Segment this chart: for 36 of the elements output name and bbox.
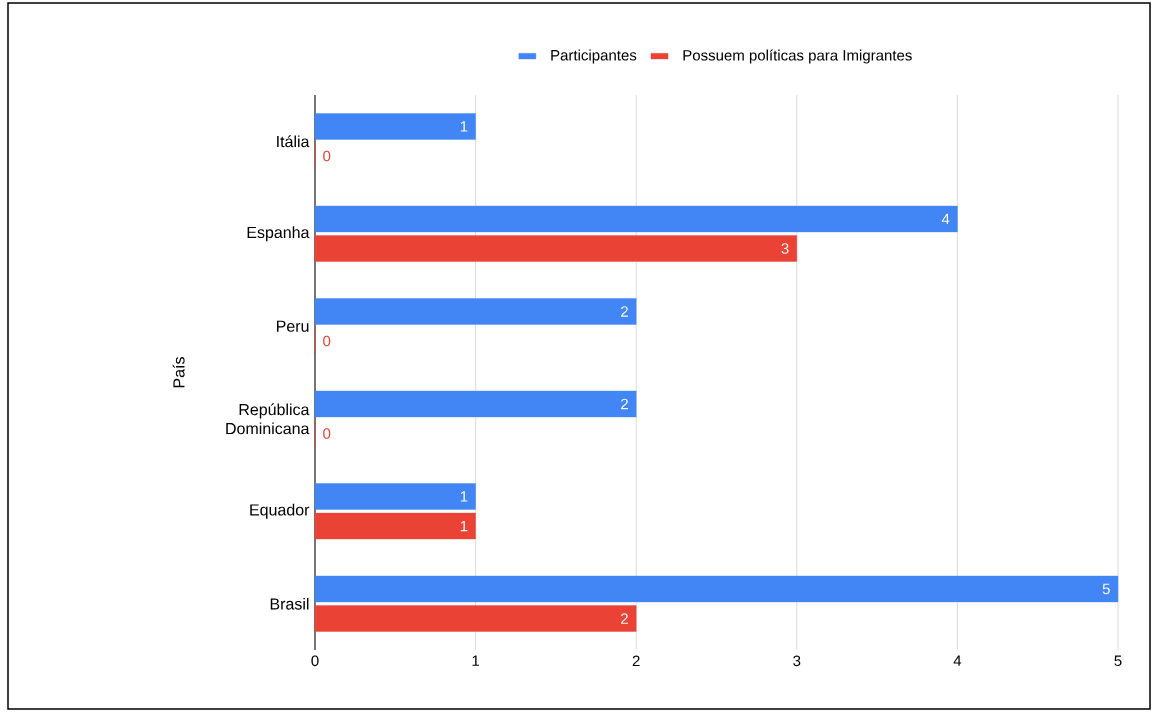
data-label: 2 (621, 613, 628, 624)
data-label: 0 (323, 150, 331, 162)
x-tick-label: 4 (953, 655, 962, 666)
x-tick-label: 0 (311, 655, 319, 667)
x-tick-label: 1 (472, 655, 480, 666)
data-label: 3 (781, 243, 789, 254)
x-tick-label: 3 (793, 655, 801, 667)
data-label: 2 (621, 306, 628, 317)
data-label: 1 (460, 520, 468, 532)
y-tick-label: Equador (250, 503, 310, 519)
bar (314, 235, 797, 262)
bar (314, 483, 476, 510)
y-tick-label: Itália (277, 135, 310, 148)
legend-label: Participantes (551, 49, 637, 64)
bar (314, 298, 637, 325)
data-label: 0 (323, 428, 331, 439)
y-tick-label: Brasil (270, 597, 309, 610)
legend-label: Possuem políticas para Imigrantes (683, 49, 912, 64)
data-label: 1 (460, 121, 468, 132)
bar (314, 390, 637, 418)
data-label: 1 (460, 491, 468, 502)
data-label: 2 (621, 398, 628, 410)
bar (314, 205, 958, 233)
bar (314, 605, 637, 632)
bar (314, 113, 476, 140)
bar (314, 512, 476, 540)
data-label: 5 (1102, 583, 1110, 595)
y-tick-label: Peru (276, 320, 309, 332)
y-tick-label: Espanha (247, 226, 310, 242)
bar (314, 575, 1119, 603)
data-label: 4 (941, 213, 950, 225)
x-tick-label: 2 (632, 655, 640, 667)
x-tick-label: 5 (1114, 655, 1122, 666)
data-label: 0 (323, 335, 331, 347)
y-axis-title: País (172, 357, 185, 388)
y-tick-label: República Dominicana (226, 403, 310, 435)
